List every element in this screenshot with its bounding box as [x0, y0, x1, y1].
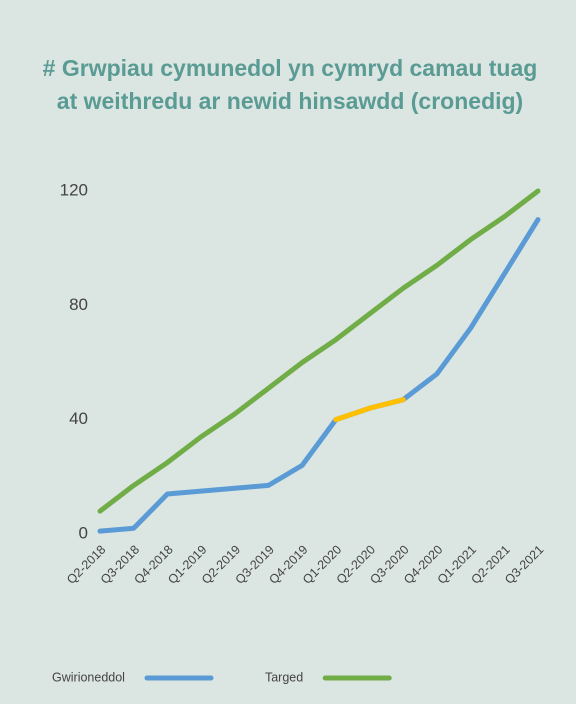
line-series	[97, 217, 541, 534]
legend-label: Targed	[265, 670, 303, 684]
y-tick-label: 80	[69, 295, 88, 314]
y-tick-label: 120	[60, 180, 88, 199]
line-series	[97, 188, 541, 514]
chart-title: # Grwpiau cymunedol yn cymryd camau tuag…	[42, 55, 538, 114]
y-tick-label: 40	[69, 409, 88, 428]
y-tick-label: 0	[79, 523, 88, 542]
line-highlight	[333, 397, 406, 423]
legend-label: Gwirioneddol	[52, 670, 125, 684]
